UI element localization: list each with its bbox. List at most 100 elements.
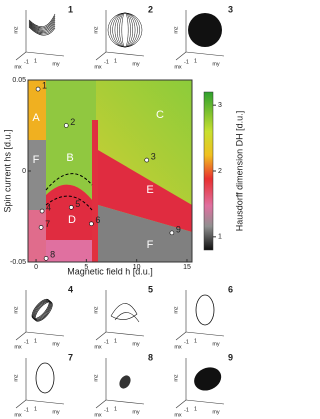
inset-y-label: my [52, 341, 60, 347]
inset-axis [185, 331, 225, 337]
inset-axis [25, 331, 65, 337]
inset-tick: -1 [104, 339, 109, 345]
region-fill [46, 240, 96, 262]
inset-axis [25, 399, 65, 405]
colorbar-tick-label: 1 [218, 234, 222, 241]
inset-tick: 1 [114, 406, 117, 412]
region-label: C [156, 109, 164, 121]
region-fill [98, 150, 192, 232]
inset-z-label: mz [13, 306, 19, 314]
point-label: 6 [95, 215, 100, 225]
inset-axis [105, 399, 145, 405]
point-label: 9 [176, 224, 181, 234]
inset-x-label: mx [14, 64, 22, 70]
x-tick-label: 10 [133, 264, 141, 271]
region-label: E [146, 184, 153, 196]
trajectory [28, 26, 56, 36]
inset-tick: 1 [34, 58, 37, 64]
inset-number: 7 [68, 352, 73, 362]
trajectory [195, 294, 215, 326]
inset-tick: -1 [24, 339, 29, 345]
inset-axis [95, 399, 107, 409]
point [38, 225, 44, 230]
point-label: 7 [45, 219, 50, 229]
inset-axis [15, 51, 27, 61]
inset-y-label: my [132, 409, 140, 415]
inset-axis [185, 399, 225, 405]
inset-axis [25, 51, 65, 57]
trajectory [112, 12, 138, 48]
trajectory [28, 17, 56, 30]
inset-y-label: my [132, 61, 140, 67]
inset-x-label: mx [94, 344, 102, 350]
inset-tick: 1 [34, 338, 37, 344]
inset-axis [105, 331, 145, 337]
colorbar-tick-label: 3 [218, 102, 222, 109]
figure: Magnetic field h [d.u.] Spin current hs … [2, 4, 244, 418]
inset-y-label: my [212, 409, 220, 415]
trajectory [121, 12, 129, 48]
point [68, 205, 74, 210]
inset-z-label: mz [93, 306, 99, 314]
inset-tick: -1 [184, 407, 189, 413]
inset-axis [175, 51, 187, 61]
trajectory [28, 13, 56, 27]
inset-y-label: my [212, 61, 220, 67]
x-axis-label: Magnetic field h [d.u.] [67, 266, 153, 276]
inset-number: 3 [228, 4, 233, 14]
inset-number: 6 [228, 284, 233, 294]
inset: mz mx my -1 1 4 [13, 284, 73, 350]
trajectory [28, 21, 56, 32]
inset-tick: 1 [114, 338, 117, 344]
inset-x-label: mx [94, 412, 102, 418]
inset-z-label: mz [173, 26, 179, 34]
inset-tick: -1 [184, 59, 189, 65]
inset: mz mx my -1 1 8 [93, 352, 153, 418]
point [35, 86, 41, 92]
trajectory [28, 23, 56, 34]
region-label: A [32, 112, 40, 124]
inset-x-label: mx [14, 412, 22, 418]
inset: mz mx my -1 1 2 [93, 4, 153, 70]
trajectory [119, 375, 131, 389]
x-tick-label: 0 [34, 264, 38, 271]
inset-x-label: mx [14, 344, 22, 350]
trajectory [28, 15, 56, 29]
inset-tick: 1 [194, 58, 197, 64]
inset-number: 8 [148, 352, 153, 362]
trajectory [114, 12, 136, 48]
inset-axis [105, 51, 145, 57]
point-label: 4 [46, 202, 51, 212]
trajectory [194, 367, 222, 391]
inset-number: 1 [68, 4, 73, 14]
inset-z-label: mz [93, 374, 99, 382]
inset-number: 5 [148, 284, 153, 294]
inset-x-label: mx [174, 64, 182, 70]
region-fill [92, 120, 98, 262]
inset: mz mx my -1 1 1 [13, 4, 73, 70]
inset-tick: -1 [24, 407, 29, 413]
point [169, 230, 175, 236]
point [89, 221, 94, 227]
point [39, 208, 45, 214]
y-tick-label: 0.05 [12, 77, 26, 84]
inset-z-label: mz [173, 306, 179, 314]
trajectory [119, 12, 131, 48]
trajectory [188, 13, 222, 47]
colorbar-tick-label: 2 [218, 168, 222, 175]
inset-tick: 1 [34, 406, 37, 412]
inset: mz mx my -1 1 3 [173, 4, 233, 70]
inset: mz mx my -1 1 7 [13, 352, 73, 418]
inset-number: 2 [148, 4, 153, 14]
region-fill [28, 210, 46, 262]
inset-axis [185, 51, 225, 57]
x-tick-label: 5 [84, 264, 88, 271]
point-label: 1 [42, 80, 47, 90]
inset: mz mx my -1 1 9 [173, 352, 233, 418]
region-fill [46, 80, 96, 205]
inset-x-label: mx [174, 344, 182, 350]
region-fill [28, 80, 46, 140]
inset: mz mx my -1 1 5 [93, 284, 153, 350]
trajectory [114, 312, 140, 323]
region-label: F [33, 154, 40, 166]
